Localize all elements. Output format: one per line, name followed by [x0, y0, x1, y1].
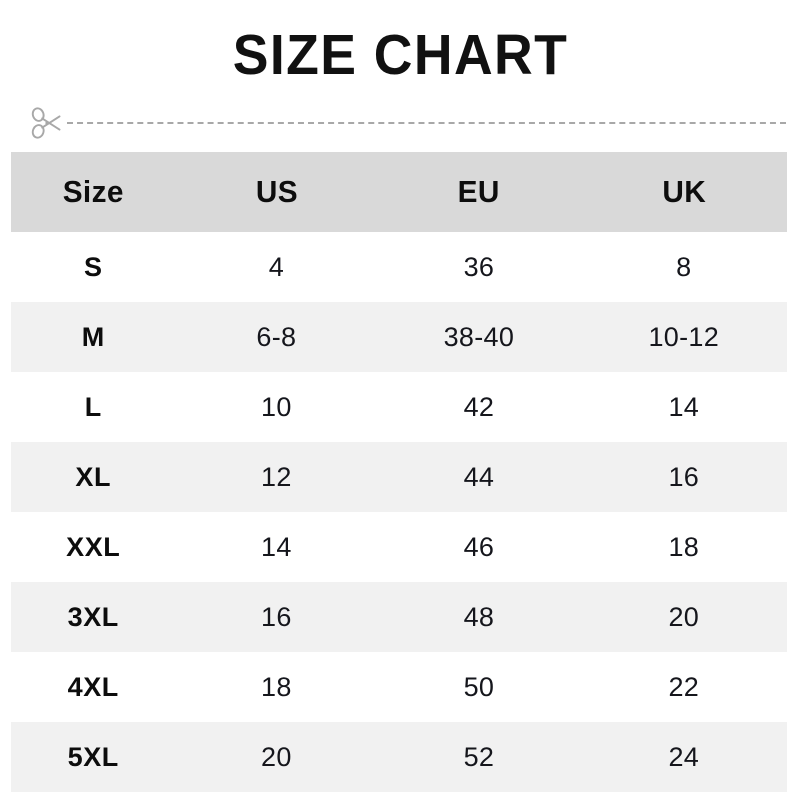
page-title-container: SIZE CHART [0, 26, 800, 84]
table-row: 3XL 16 48 20 [11, 582, 787, 652]
table-row: L 10 42 14 [11, 372, 787, 442]
cell-eu: 38-40 [443, 321, 515, 352]
cell-uk: 14 [668, 391, 700, 422]
cell-eu: 52 [463, 741, 495, 772]
table-row: 5XL 20 52 24 [11, 722, 787, 792]
cell-us: 12 [261, 461, 292, 492]
cell-uk: 24 [668, 741, 700, 772]
table-header: Size US EU UK [11, 152, 787, 232]
cell-size: S [83, 251, 103, 282]
cell-size: 4XL [67, 671, 119, 702]
scissors-icon [31, 107, 61, 139]
table-header-row: Size US EU UK [11, 152, 787, 232]
cell-eu: 44 [463, 461, 495, 492]
cell-size: 5XL [67, 741, 119, 772]
table-row: XL 12 44 16 [11, 442, 787, 512]
cell-size: L [84, 391, 102, 422]
cell-uk: 18 [668, 531, 700, 562]
cell-uk: 20 [668, 601, 700, 632]
cell-us: 18 [261, 671, 292, 702]
cell-us: 6-8 [256, 321, 297, 352]
cell-size: XXL [66, 531, 121, 562]
table-row: 4XL 18 50 22 [11, 652, 787, 722]
size-chart-table: Size US EU UK S 4 36 8 M 6-8 38-40 10-12… [11, 152, 787, 792]
table-body: S 4 36 8 M 6-8 38-40 10-12 L 10 42 14 XL… [11, 232, 787, 792]
cell-us: 10 [261, 391, 292, 422]
column-header-size: Size [62, 174, 124, 209]
column-header-us: US [255, 174, 298, 209]
table-row: M 6-8 38-40 10-12 [11, 302, 787, 372]
cell-eu: 36 [463, 251, 495, 282]
cell-size: M [81, 321, 105, 352]
column-header-uk: UK [661, 174, 706, 209]
cell-uk: 22 [668, 671, 700, 702]
cell-size: XL [75, 461, 112, 492]
page-title: SIZE CHART [232, 23, 568, 87]
cell-us: 16 [261, 601, 292, 632]
table-row: XXL 14 46 18 [11, 512, 787, 582]
cell-eu: 50 [463, 671, 495, 702]
table-row: S 4 36 8 [11, 232, 787, 302]
cell-us: 20 [261, 741, 292, 772]
cell-uk: 10-12 [648, 321, 720, 352]
cell-us: 14 [261, 531, 292, 562]
cell-uk: 8 [676, 251, 692, 282]
dashed-cut-line [67, 122, 786, 124]
cell-us: 4 [268, 251, 285, 282]
column-header-eu: EU [457, 174, 500, 209]
cell-eu: 42 [463, 391, 495, 422]
cell-size: 3XL [67, 601, 119, 632]
cell-eu: 48 [463, 601, 495, 632]
cut-here-line [0, 103, 800, 143]
cell-uk: 16 [668, 461, 700, 492]
cell-eu: 46 [463, 531, 495, 562]
